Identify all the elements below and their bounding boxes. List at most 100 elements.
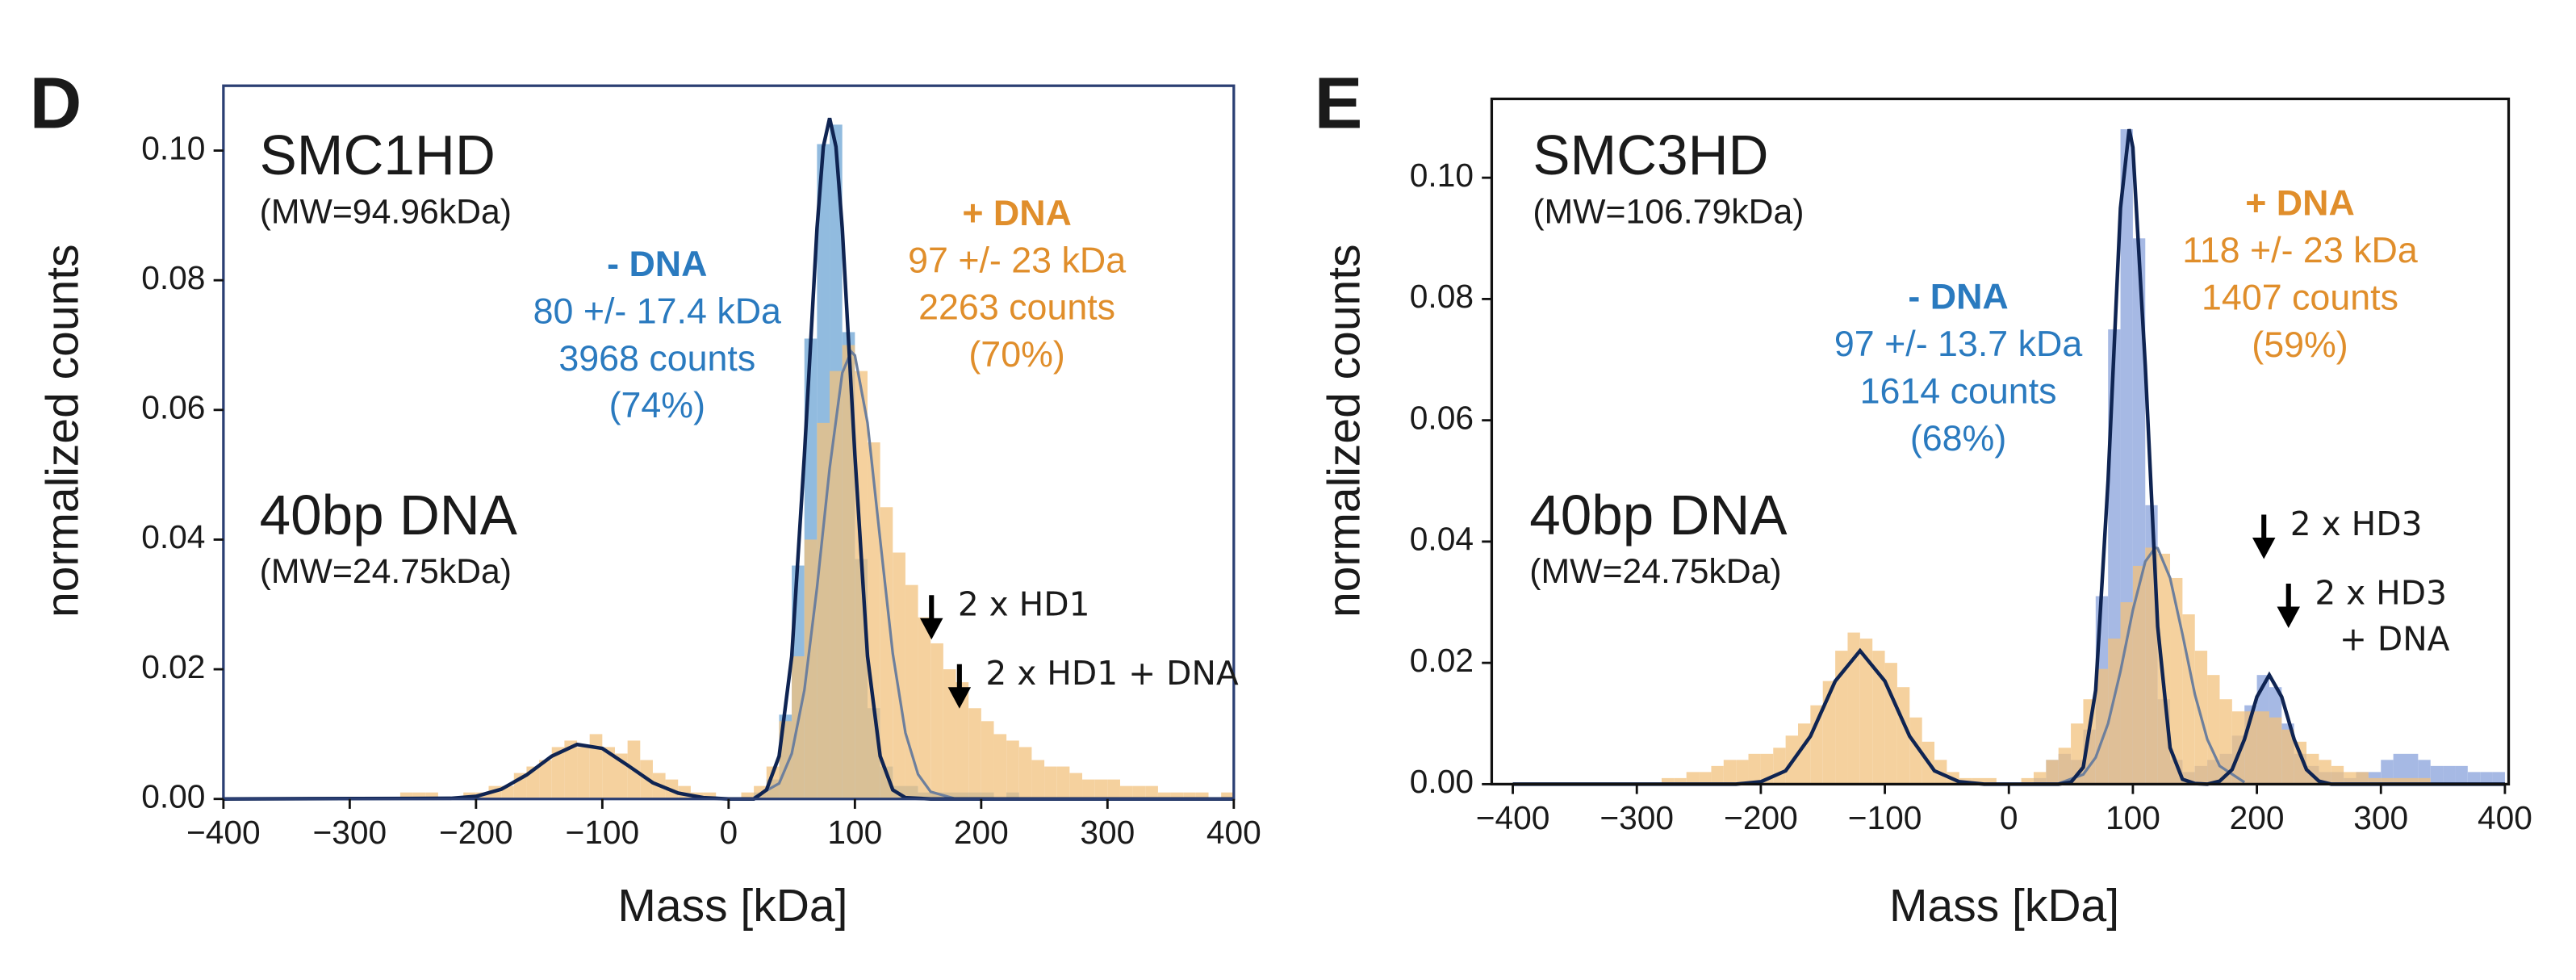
- series-stat: 80 +/- 17.4 kDa: [533, 291, 781, 331]
- histogram-bar: [1872, 651, 1885, 785]
- histogram-bar: [2157, 553, 2171, 785]
- histogram-bar: [2368, 777, 2382, 785]
- y-tick-label: 0.08: [1410, 278, 1474, 315]
- histogram-bar: [968, 708, 981, 799]
- x-tick-label: −400: [186, 814, 261, 851]
- fit-curve: [1512, 128, 2505, 786]
- x-tick-label: −100: [1848, 799, 1922, 836]
- y-tick-label: 0.08: [141, 259, 205, 296]
- arrow-label: 2 x HD3: [2315, 573, 2447, 612]
- histogram-bar: [2281, 729, 2294, 785]
- series-stat: (70%): [968, 334, 1064, 375]
- histogram-bar: [589, 734, 603, 799]
- x-tick-label: 0: [2000, 799, 2018, 836]
- histogram-bar: [943, 669, 956, 799]
- histogram-bar: [425, 792, 438, 799]
- histogram-bar: [2207, 675, 2220, 785]
- histogram-bar: [2219, 699, 2232, 785]
- histogram-bar: [930, 643, 943, 799]
- x-tick-label: 400: [2478, 799, 2532, 836]
- histogram-bar: [2467, 772, 2481, 785]
- x-tick-label: 300: [1080, 814, 1135, 851]
- series-stat: 2263 counts: [918, 287, 1115, 328]
- histogram-bar: [1094, 779, 1108, 799]
- x-tick-label: 100: [827, 814, 882, 851]
- histogram-bar: [1972, 777, 1984, 785]
- histogram-bar: [1018, 747, 1032, 799]
- histogram-bar: [2108, 639, 2121, 785]
- arrow-head: [920, 618, 943, 640]
- histogram-bar: [1195, 792, 1209, 799]
- histogram-bar: [1686, 772, 1700, 785]
- histogram-bar: [2256, 711, 2269, 785]
- series-name: + DNA: [2245, 183, 2355, 224]
- sample-mw: (MW=106.79kDa): [1533, 192, 1804, 231]
- histogram-bar: [1748, 753, 1761, 785]
- histogram-bar: [1145, 785, 1158, 799]
- histogram-bar: [2046, 760, 2059, 785]
- histogram-bar: [1044, 766, 1057, 799]
- dna-name: 40bp DNA: [1529, 484, 1788, 547]
- histogram-bar: [2120, 602, 2133, 785]
- x-tick-label: −200: [1724, 799, 1798, 836]
- x-tick-label: −100: [566, 814, 640, 851]
- y-tick-label: 0.06: [1410, 399, 1474, 436]
- histogram-bar: [893, 552, 905, 799]
- y-tick-label: 0.04: [1410, 521, 1474, 558]
- x-tick-label: 200: [2230, 799, 2285, 836]
- histogram-bar: [1822, 681, 1836, 785]
- sample-name: SMC1HD: [260, 124, 496, 186]
- histogram-bar: [2170, 577, 2183, 785]
- histogram-bar: [1661, 777, 1675, 785]
- histogram-bar: [2381, 777, 2394, 785]
- series-stat: 3968 counts: [558, 338, 755, 379]
- histogram-bar: [399, 792, 413, 799]
- x-tick-label: −200: [439, 814, 513, 851]
- histogram-bar: [1119, 785, 1133, 799]
- series-stat: 1407 counts: [2202, 277, 2398, 317]
- histogram-bar: [993, 734, 1007, 799]
- histogram-bar: [551, 747, 565, 799]
- y-tick-label: 0.06: [141, 389, 205, 426]
- histogram-bar: [2145, 547, 2158, 785]
- arrow-head: [2277, 606, 2300, 628]
- sample-mw: (MW=94.96kDa): [260, 192, 512, 231]
- histogram-bar: [1170, 792, 1184, 799]
- arrow-label: 2 x HD3: [2290, 505, 2423, 543]
- histogram-bar: [1773, 748, 1786, 785]
- histogram-bar: [842, 345, 855, 799]
- histogram-bar: [2480, 772, 2493, 785]
- histogram-bar: [539, 760, 552, 799]
- y-tick-label: 0.02: [1410, 642, 1474, 679]
- histogram-bar: [2418, 777, 2431, 785]
- series-name: + DNA: [962, 193, 1072, 233]
- arrow-label: + DNA: [2340, 619, 2450, 658]
- histogram-bar: [2058, 748, 2072, 785]
- histogram-bar: [1723, 760, 1737, 785]
- y-tick-label: 0.02: [141, 648, 205, 685]
- fit-curve: [223, 117, 1234, 801]
- histogram-bar: [1736, 760, 1749, 785]
- series-stat: 97 +/- 13.7 kDa: [1834, 324, 2082, 364]
- series-name: - DNA: [1908, 277, 2008, 317]
- histogram-bar: [1859, 639, 1873, 785]
- y-tick-label: 0.10: [1410, 157, 1474, 194]
- histogram-bar: [2455, 765, 2468, 785]
- x-tick-label: −300: [1600, 799, 1674, 836]
- histogram-bar: [703, 792, 717, 799]
- histogram-bar: [1069, 773, 1083, 799]
- histogram-bar: [1847, 632, 1860, 785]
- histogram-bar: [830, 371, 843, 799]
- fit-curve: [753, 349, 956, 801]
- dna-mw: (MW=24.75kDa): [1529, 552, 1781, 591]
- histogram-bar: [2393, 777, 2406, 785]
- histogram-bar: [2430, 765, 2444, 785]
- histogram-bar: [1157, 792, 1171, 799]
- series-stat: 118 +/- 23 kDa: [2182, 230, 2418, 270]
- histogram-bar: [2033, 772, 2047, 785]
- histogram-bar: [1183, 792, 1196, 799]
- histogram-bar: [2021, 777, 2034, 785]
- histogram-bar: [2269, 717, 2282, 785]
- histogram-bar: [1132, 785, 1146, 799]
